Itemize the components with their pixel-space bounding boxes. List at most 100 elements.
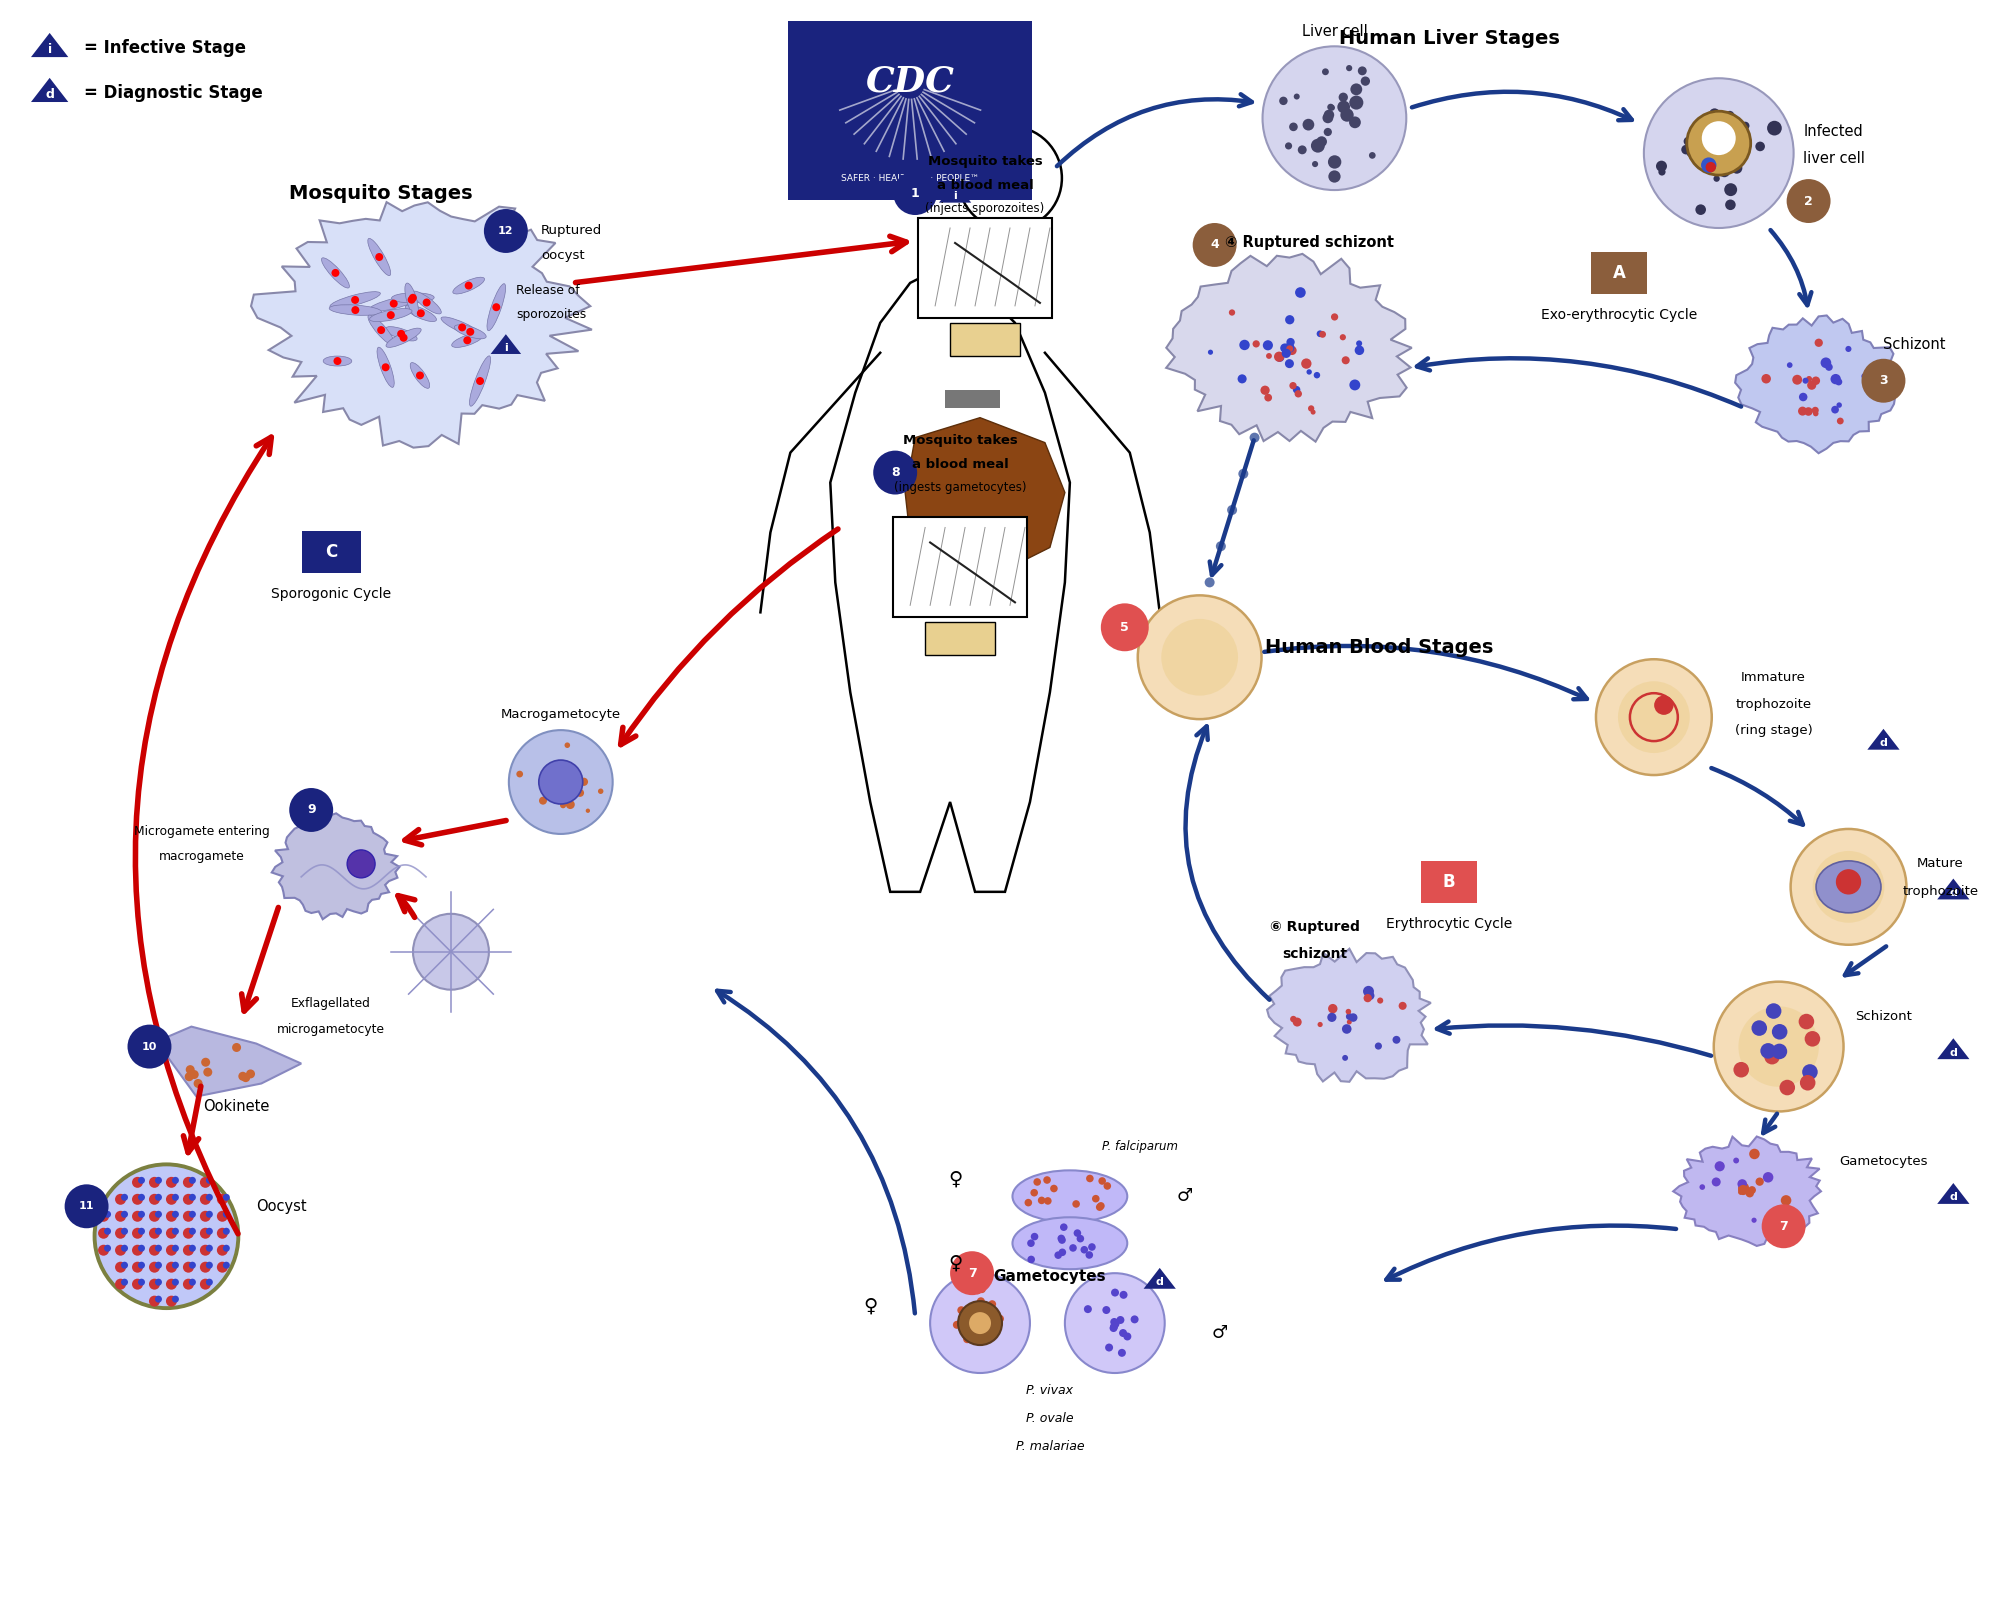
Ellipse shape: [368, 239, 390, 276]
Text: Sporogonic Cycle: Sporogonic Cycle: [272, 588, 392, 601]
Polygon shape: [1938, 1038, 1970, 1059]
Circle shape: [1086, 1174, 1094, 1182]
Circle shape: [184, 1072, 194, 1081]
Circle shape: [1208, 349, 1214, 354]
Circle shape: [556, 766, 562, 771]
Circle shape: [1738, 1182, 1750, 1193]
Circle shape: [172, 1278, 178, 1286]
Text: 11: 11: [78, 1202, 94, 1211]
Circle shape: [1374, 1043, 1382, 1049]
Circle shape: [122, 1245, 128, 1251]
Circle shape: [1028, 1240, 1034, 1246]
Circle shape: [1748, 1185, 1756, 1193]
Circle shape: [116, 1211, 126, 1222]
Circle shape: [1290, 122, 1298, 131]
Circle shape: [1286, 344, 1294, 351]
Circle shape: [1328, 170, 1340, 183]
Circle shape: [1204, 577, 1214, 588]
Circle shape: [166, 1193, 176, 1205]
Text: ♀: ♀: [864, 1296, 878, 1315]
Circle shape: [104, 1211, 112, 1218]
FancyBboxPatch shape: [946, 389, 1000, 407]
Circle shape: [554, 779, 560, 783]
Circle shape: [1738, 1185, 1748, 1195]
Circle shape: [422, 298, 430, 306]
Circle shape: [408, 296, 416, 304]
Circle shape: [1392, 1036, 1400, 1045]
Circle shape: [154, 1278, 162, 1286]
Text: Infected: Infected: [1804, 123, 1864, 139]
Text: CDC: CDC: [866, 64, 954, 98]
Circle shape: [1316, 330, 1324, 336]
Circle shape: [1228, 505, 1238, 514]
Circle shape: [154, 1245, 162, 1251]
Text: P. ovale: P. ovale: [1026, 1413, 1074, 1426]
Text: ♂: ♂: [1212, 1325, 1228, 1342]
Circle shape: [1286, 316, 1294, 324]
Circle shape: [1316, 136, 1326, 147]
Circle shape: [1368, 152, 1376, 159]
Circle shape: [1684, 136, 1692, 146]
Circle shape: [1798, 407, 1808, 415]
Circle shape: [154, 1262, 162, 1269]
Text: P. malariae: P. malariae: [1016, 1440, 1084, 1453]
Circle shape: [1734, 1158, 1740, 1163]
Text: d: d: [1950, 888, 1958, 897]
Circle shape: [154, 1177, 162, 1184]
Polygon shape: [938, 181, 972, 202]
Circle shape: [964, 1334, 972, 1342]
Text: i: i: [48, 43, 52, 56]
Circle shape: [1724, 186, 1732, 192]
FancyBboxPatch shape: [1422, 860, 1478, 904]
Circle shape: [1704, 162, 1714, 171]
Circle shape: [1350, 96, 1364, 109]
Circle shape: [1262, 46, 1406, 191]
Circle shape: [1702, 159, 1716, 171]
Polygon shape: [1166, 253, 1412, 442]
Circle shape: [216, 1211, 228, 1222]
Ellipse shape: [386, 327, 418, 341]
Circle shape: [1738, 1179, 1746, 1189]
Circle shape: [148, 1193, 160, 1205]
Text: ♀: ♀: [948, 1254, 962, 1272]
Circle shape: [1324, 109, 1334, 120]
Circle shape: [1058, 1235, 1066, 1242]
Text: d: d: [1950, 1048, 1958, 1057]
Circle shape: [1106, 1344, 1114, 1352]
Text: 4: 4: [1210, 239, 1220, 252]
Circle shape: [1276, 352, 1284, 362]
Circle shape: [148, 1211, 160, 1222]
Circle shape: [1656, 160, 1666, 171]
Circle shape: [154, 1193, 162, 1202]
Text: Gametocytes: Gametocytes: [1840, 1155, 1928, 1168]
Circle shape: [128, 1025, 172, 1069]
Circle shape: [1284, 359, 1294, 368]
Circle shape: [1054, 1251, 1062, 1259]
Circle shape: [1044, 1176, 1050, 1184]
Circle shape: [1836, 402, 1842, 409]
Circle shape: [1348, 1014, 1358, 1022]
Ellipse shape: [412, 292, 442, 314]
Text: (ring stage): (ring stage): [1734, 724, 1812, 737]
Circle shape: [570, 779, 578, 788]
Circle shape: [1724, 130, 1734, 141]
Circle shape: [1734, 1062, 1748, 1078]
Circle shape: [1812, 410, 1818, 417]
Circle shape: [1228, 309, 1236, 316]
Text: trophozoite: trophozoite: [1736, 697, 1812, 711]
Circle shape: [1342, 1024, 1352, 1033]
Circle shape: [132, 1193, 142, 1205]
Circle shape: [98, 1227, 110, 1238]
Circle shape: [1350, 117, 1360, 128]
Circle shape: [1756, 141, 1764, 151]
Circle shape: [1070, 1245, 1076, 1251]
Circle shape: [1350, 83, 1362, 95]
Text: Mosquito takes: Mosquito takes: [902, 434, 1018, 447]
Circle shape: [980, 1322, 988, 1330]
Circle shape: [1686, 147, 1696, 157]
Circle shape: [1284, 343, 1294, 352]
Polygon shape: [30, 34, 68, 58]
Circle shape: [1312, 160, 1318, 167]
Text: Erythrocytic Cycle: Erythrocytic Cycle: [1386, 916, 1512, 931]
Polygon shape: [1674, 1136, 1820, 1246]
